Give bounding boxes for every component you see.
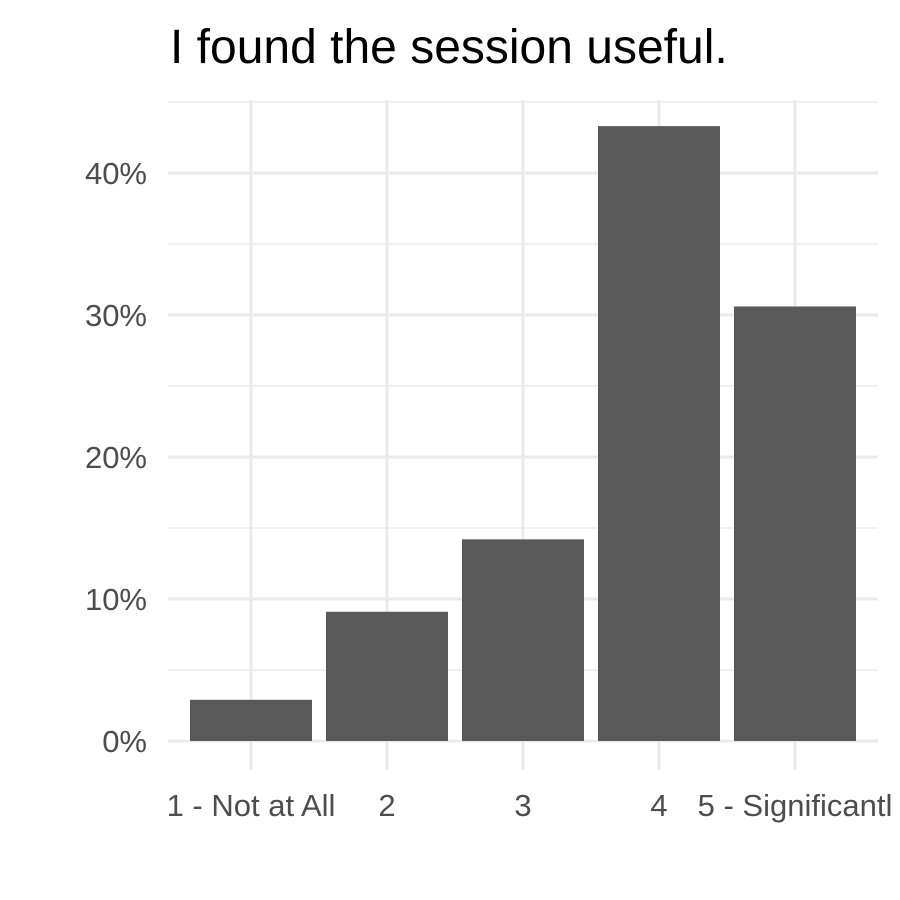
x-tick-label: 3 — [514, 788, 531, 823]
bar-3 — [462, 539, 584, 741]
bar-5 — [734, 306, 856, 741]
y-tick-label: 40% — [85, 156, 147, 191]
y-tick-label: 20% — [85, 440, 147, 475]
y-axis: 0% 10% 20% 30% 40% — [85, 156, 147, 759]
bar-1 — [190, 699, 312, 741]
y-tick-label: 30% — [85, 298, 147, 333]
chart-title: I found the session useful. — [170, 21, 728, 74]
bar-4 — [598, 126, 720, 741]
y-tick-label: 10% — [85, 582, 147, 617]
x-axis: 1 - Not at All 2 3 4 5 - Significantl — [167, 788, 893, 823]
y-tick-label: 0% — [102, 724, 147, 759]
x-tick-label: 2 — [378, 788, 395, 823]
x-tick-label: 4 — [650, 788, 667, 823]
x-tick-label: 1 - Not at All — [167, 788, 336, 823]
x-tick-label: 5 - Significantl — [698, 788, 893, 823]
bar-2 — [326, 611, 448, 741]
bars — [190, 126, 856, 741]
